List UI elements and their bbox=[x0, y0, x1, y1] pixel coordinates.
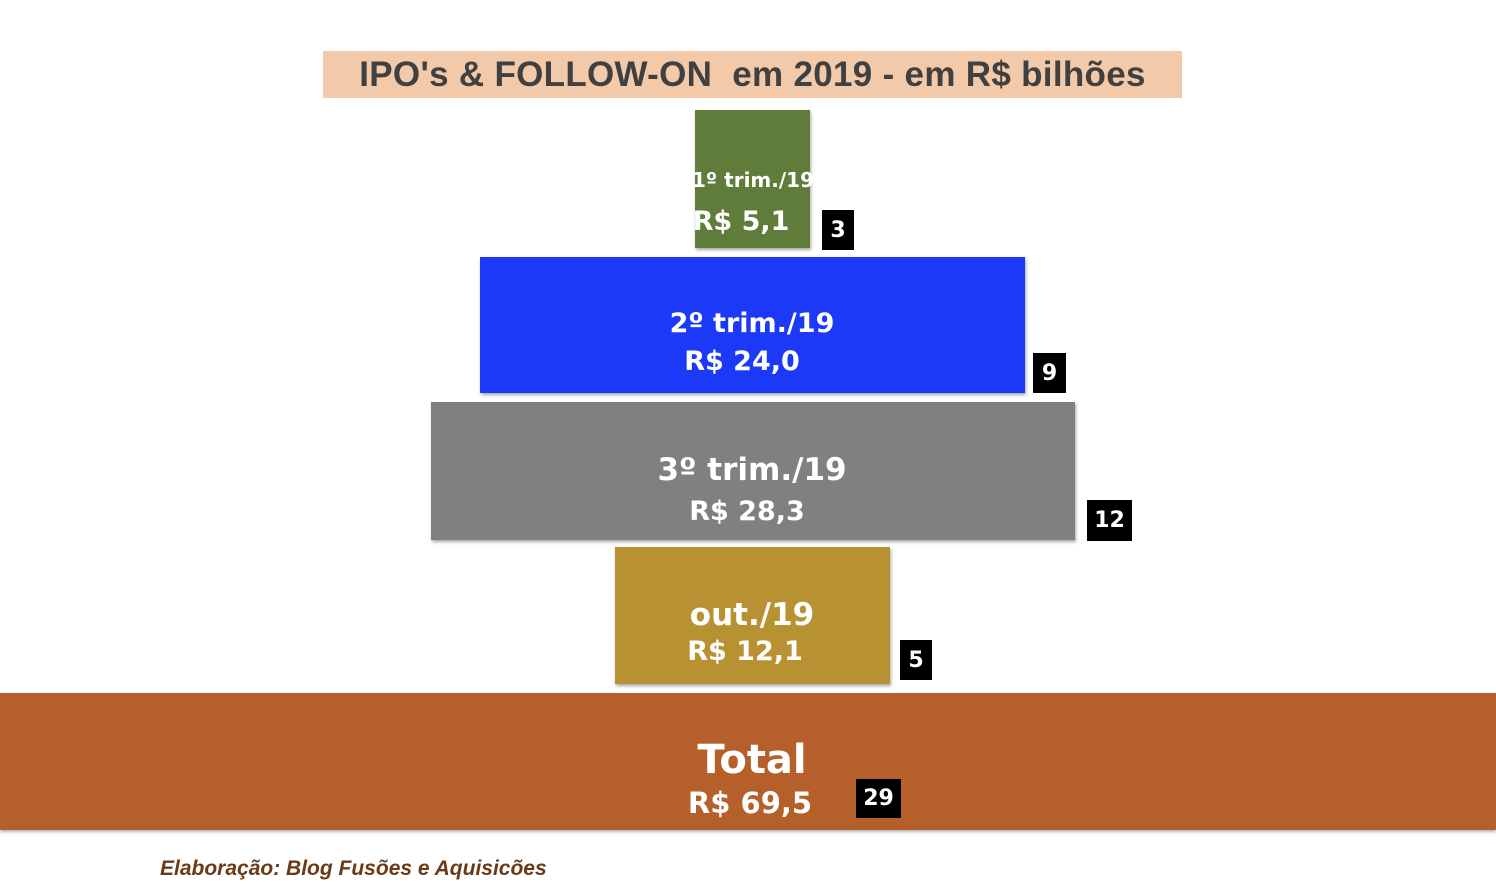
total-label: Total bbox=[697, 737, 807, 783]
count-badge-q2: 9 bbox=[1033, 353, 1066, 393]
total-band bbox=[0, 693, 1496, 830]
bar-label-q3: 3º trim./19 bbox=[657, 452, 847, 488]
chart-title-box: IPO's & FOLLOW-ON em 2019 - em R$ bilhõe… bbox=[323, 51, 1182, 98]
count-badge-q3: 12 bbox=[1087, 500, 1132, 541]
source-credit: Elaboração: Blog Fusões e Aquisicões bbox=[160, 857, 547, 880]
bar-oct bbox=[615, 547, 890, 684]
bar-label-q2: 2º trim./19 bbox=[669, 308, 835, 339]
bar-label-q1: 1º trim./19 bbox=[691, 168, 815, 192]
bar-q1 bbox=[695, 110, 810, 248]
bar-value-q3: R$ 28,3 bbox=[689, 496, 805, 527]
total-value: R$ 69,5 bbox=[687, 786, 813, 820]
bar-value-q1: R$ 5,1 bbox=[692, 206, 790, 237]
chart-title: IPO's & FOLLOW-ON em 2019 - em R$ bilhõe… bbox=[359, 54, 1146, 94]
bar-label-oct: out./19 bbox=[689, 597, 815, 633]
bar-value-q2: R$ 24,0 bbox=[684, 346, 800, 377]
bar-q3 bbox=[431, 402, 1075, 540]
count-badge-oct: 5 bbox=[900, 640, 932, 680]
count-badge-q1: 3 bbox=[822, 210, 854, 250]
bar-q2 bbox=[480, 257, 1025, 393]
bar-value-oct: R$ 12,1 bbox=[687, 636, 803, 667]
total-count-badge: 29 bbox=[856, 779, 901, 818]
